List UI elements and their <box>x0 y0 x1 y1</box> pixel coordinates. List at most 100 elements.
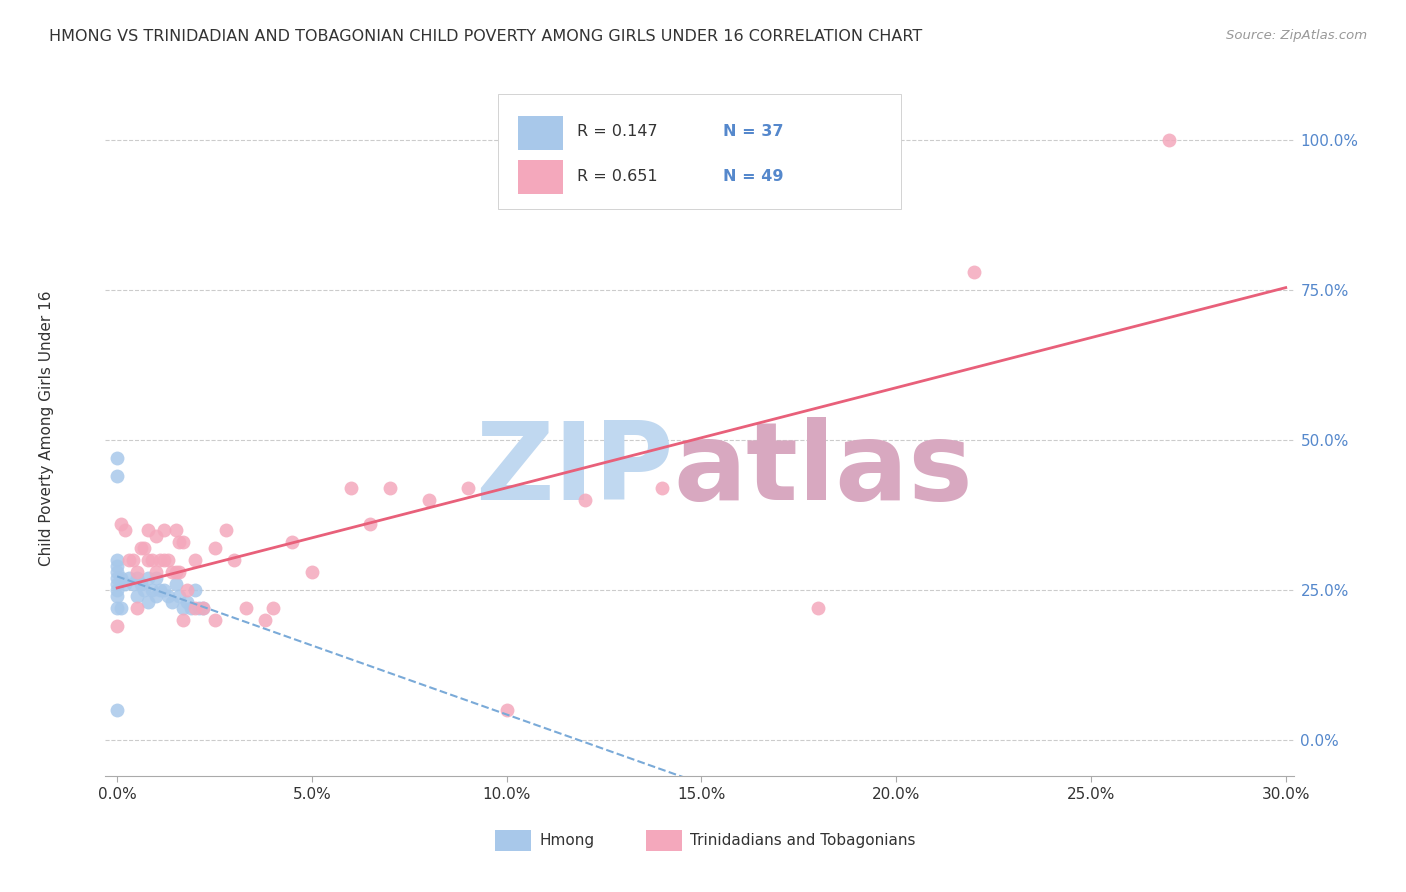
FancyBboxPatch shape <box>517 117 562 150</box>
Point <box>118 571 141 585</box>
Point <box>121 553 143 567</box>
Point <box>129 541 152 555</box>
Point <box>574 493 596 508</box>
Point <box>378 481 401 495</box>
Point <box>125 601 148 615</box>
Point <box>105 601 128 615</box>
Point <box>495 703 517 717</box>
FancyBboxPatch shape <box>495 830 531 851</box>
Point <box>963 265 986 279</box>
Point <box>125 565 148 579</box>
Point <box>105 451 128 466</box>
Point <box>129 577 152 591</box>
Point <box>105 553 128 567</box>
Point <box>110 571 132 585</box>
Point <box>105 571 128 585</box>
Point <box>215 523 238 537</box>
Point <box>125 589 148 603</box>
Point <box>105 565 128 579</box>
Point <box>165 565 187 579</box>
Point <box>118 553 141 567</box>
FancyBboxPatch shape <box>498 95 901 209</box>
Point <box>418 493 440 508</box>
Point <box>145 571 167 585</box>
Point <box>1157 133 1180 147</box>
Point <box>222 553 245 567</box>
Point <box>153 523 176 537</box>
Point <box>807 601 830 615</box>
Text: N = 37: N = 37 <box>723 124 783 138</box>
Text: HMONG VS TRINIDADIAN AND TOBAGONIAN CHILD POVERTY AMONG GIRLS UNDER 16 CORRELATI: HMONG VS TRINIDADIAN AND TOBAGONIAN CHIL… <box>49 29 922 44</box>
Point <box>172 601 194 615</box>
Point <box>149 553 172 567</box>
Point <box>180 601 202 615</box>
Point <box>110 517 132 532</box>
Point <box>105 589 128 603</box>
Text: Child Poverty Among Girls Under 16: Child Poverty Among Girls Under 16 <box>38 291 53 566</box>
Point <box>136 595 159 609</box>
Point <box>156 553 179 567</box>
Point <box>145 529 167 543</box>
Point <box>169 565 191 579</box>
Point <box>165 577 187 591</box>
Point <box>134 583 156 598</box>
Point <box>141 553 163 567</box>
Point <box>105 577 128 591</box>
Point <box>121 577 143 591</box>
Point <box>301 565 323 579</box>
Point <box>156 589 179 603</box>
Point <box>169 589 191 603</box>
FancyBboxPatch shape <box>645 830 682 851</box>
Point <box>191 601 214 615</box>
Point <box>184 553 207 567</box>
Point <box>153 583 176 598</box>
Text: R = 0.147: R = 0.147 <box>576 124 658 138</box>
Point <box>134 541 156 555</box>
Point <box>141 583 163 598</box>
Text: atlas: atlas <box>673 417 973 523</box>
Point <box>165 523 187 537</box>
Point <box>136 523 159 537</box>
Point <box>172 613 194 627</box>
Point <box>136 571 159 585</box>
Point <box>204 613 226 627</box>
Point <box>145 589 167 603</box>
Point <box>105 703 128 717</box>
Point <box>281 535 304 549</box>
Point <box>340 481 363 495</box>
Text: Trinidadians and Tobagonians: Trinidadians and Tobagonians <box>690 832 915 847</box>
FancyBboxPatch shape <box>517 161 562 194</box>
Point <box>187 601 209 615</box>
Point <box>105 559 128 574</box>
Point <box>262 601 284 615</box>
Point <box>149 583 172 598</box>
Point <box>176 583 198 598</box>
Point <box>184 601 207 615</box>
Text: ZIP: ZIP <box>475 417 673 523</box>
Text: R = 0.651: R = 0.651 <box>576 169 658 184</box>
Point <box>105 469 128 483</box>
Point <box>191 601 214 615</box>
Point <box>254 613 277 627</box>
Point <box>235 601 257 615</box>
Point <box>651 481 673 495</box>
Point <box>105 583 128 598</box>
Point <box>457 481 479 495</box>
Point <box>125 571 148 585</box>
Point <box>359 517 381 532</box>
Point <box>136 553 159 567</box>
Point <box>105 619 128 633</box>
Point <box>114 577 136 591</box>
Point <box>160 595 183 609</box>
Point <box>204 541 226 555</box>
Text: Hmong: Hmong <box>538 832 595 847</box>
Text: Source: ZipAtlas.com: Source: ZipAtlas.com <box>1226 29 1367 42</box>
Point <box>114 523 136 537</box>
Point <box>169 535 191 549</box>
Point <box>184 583 207 598</box>
Point <box>160 565 183 579</box>
Point <box>176 595 198 609</box>
Point <box>110 601 132 615</box>
Point <box>172 535 194 549</box>
Point <box>153 553 176 567</box>
